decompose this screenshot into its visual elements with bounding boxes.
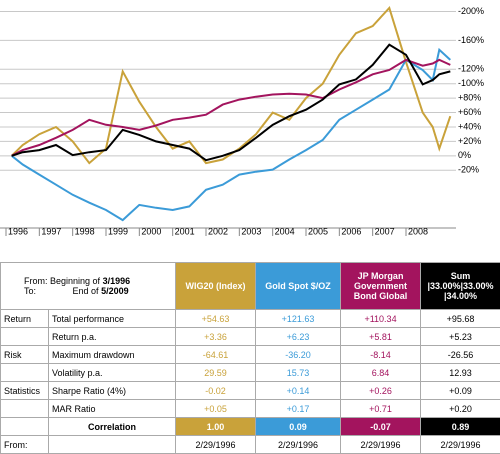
value-cell: +0.20 <box>421 400 500 418</box>
row-label: MAR Ratio <box>49 400 176 418</box>
value-cell: -36.20 <box>256 346 341 364</box>
row-group: From: <box>1 436 49 454</box>
value-cell: 2/29/1996 <box>341 436 421 454</box>
table-row: Return p.a.+3.36+6.23+5.81+5.23 <box>1 328 500 346</box>
value-cell: 2/29/1996 <box>421 436 500 454</box>
label: From: <box>24 276 48 286</box>
table-row: MAR Ratio+0.05+0.17+0.71+0.20 <box>1 400 500 418</box>
column-header: JP Morgan Government Bond Global <box>341 263 421 310</box>
value-cell: 0.09 <box>256 418 341 436</box>
chart: -200% -160% -120% -100% +80% +60% +40% +20% 0% -2… <box>0 0 500 245</box>
date: 3/1996 <box>103 276 131 286</box>
stats-table: From: Beginning of 3/1996 To: End of 5/2… <box>0 262 500 454</box>
y-tick-label: +20% <box>458 136 481 146</box>
value-cell: 6.84 <box>341 364 421 382</box>
value-cell: +121.63 <box>256 310 341 328</box>
value-cell: +5.23 <box>421 328 500 346</box>
label: End of <box>39 286 99 296</box>
y-tick-label: -160% <box>458 35 484 45</box>
value-cell: +0.14 <box>256 382 341 400</box>
header-row: From: Beginning of 3/1996 To: End of 5/2… <box>1 263 500 310</box>
y-tick-label: +40% <box>458 121 481 131</box>
x-tick-label: 2006 <box>341 226 361 236</box>
value-cell: +0.71 <box>341 400 421 418</box>
x-tick-label: 1996 <box>8 226 28 236</box>
value-cell: +0.26 <box>341 382 421 400</box>
value-cell: +95.68 <box>421 310 500 328</box>
row-label: Volatility p.a. <box>49 364 176 382</box>
value-cell: 0.89 <box>421 418 500 436</box>
row-group: Statistics <box>1 382 49 400</box>
x-tick-label: 2004 <box>275 226 295 236</box>
value-cell: -0.02 <box>176 382 256 400</box>
value-cell: 29.59 <box>176 364 256 382</box>
label: To: <box>24 286 36 296</box>
value-cell: 15.73 <box>256 364 341 382</box>
column-header: Sum |33.00%|33.00% |34.00% <box>421 263 500 310</box>
row-group <box>1 364 49 382</box>
y-tick-label: -120% <box>458 64 484 74</box>
row-label: Total performance <box>49 310 176 328</box>
row-label: Maximum drawdown <box>49 346 176 364</box>
value-cell: -0.07 <box>341 418 421 436</box>
value-cell: +5.81 <box>341 328 421 346</box>
x-tick-label: 1997 <box>41 226 61 236</box>
value-cell: 2/29/1996 <box>256 436 341 454</box>
row-group <box>1 400 49 418</box>
column-header: WIG20 (Index) <box>176 263 256 310</box>
row-group <box>1 328 49 346</box>
value-cell: +6.23 <box>256 328 341 346</box>
value-cell: +110.34 <box>341 310 421 328</box>
value-cell: -64.61 <box>176 346 256 364</box>
row-label: Correlation <box>49 418 176 436</box>
row-label <box>49 436 176 454</box>
y-tick-label: 0% <box>458 150 471 160</box>
x-tick-label: 2005 <box>308 226 328 236</box>
row-label: Return p.a. <box>49 328 176 346</box>
x-tick-label: 1999 <box>108 226 128 236</box>
series-line <box>12 8 451 163</box>
label: Beginning of <box>50 276 100 286</box>
x-tick-label: 2001 <box>175 226 195 236</box>
series-line <box>12 50 451 220</box>
row-group: Return <box>1 310 49 328</box>
x-tick-label: 2002 <box>208 226 228 236</box>
x-tick-label: 2003 <box>241 226 261 236</box>
value-cell: -26.56 <box>421 346 500 364</box>
x-tick-label: 1998 <box>75 226 95 236</box>
row-group: Risk <box>1 346 49 364</box>
value-cell: -8.14 <box>341 346 421 364</box>
value-cell: +3.36 <box>176 328 256 346</box>
y-tick-label: -100% <box>458 78 484 88</box>
value-cell: 2/29/1996 <box>176 436 256 454</box>
y-tick-label: +60% <box>458 107 481 117</box>
date: 5/2009 <box>101 286 129 296</box>
column-header: Gold Spot $/OZ <box>256 263 341 310</box>
value-cell: +54.63 <box>176 310 256 328</box>
value-cell: 1.00 <box>176 418 256 436</box>
row-group <box>1 418 49 436</box>
period-cell: From: Beginning of 3/1996 To: End of 5/2… <box>1 263 176 310</box>
x-tick-label: 2007 <box>375 226 395 236</box>
y-tick-label: +80% <box>458 93 481 103</box>
value-cell: 12.93 <box>421 364 500 382</box>
row-label: Sharpe Ratio (4%) <box>49 382 176 400</box>
y-tick-label: -20% <box>458 165 479 175</box>
value-cell: +0.09 <box>421 382 500 400</box>
x-tick-label: 2000 <box>141 226 161 236</box>
y-tick-label: -200% <box>458 6 484 16</box>
value-cell: +0.05 <box>176 400 256 418</box>
value-cell: +0.17 <box>256 400 341 418</box>
x-tick-label: 2008 <box>408 226 428 236</box>
